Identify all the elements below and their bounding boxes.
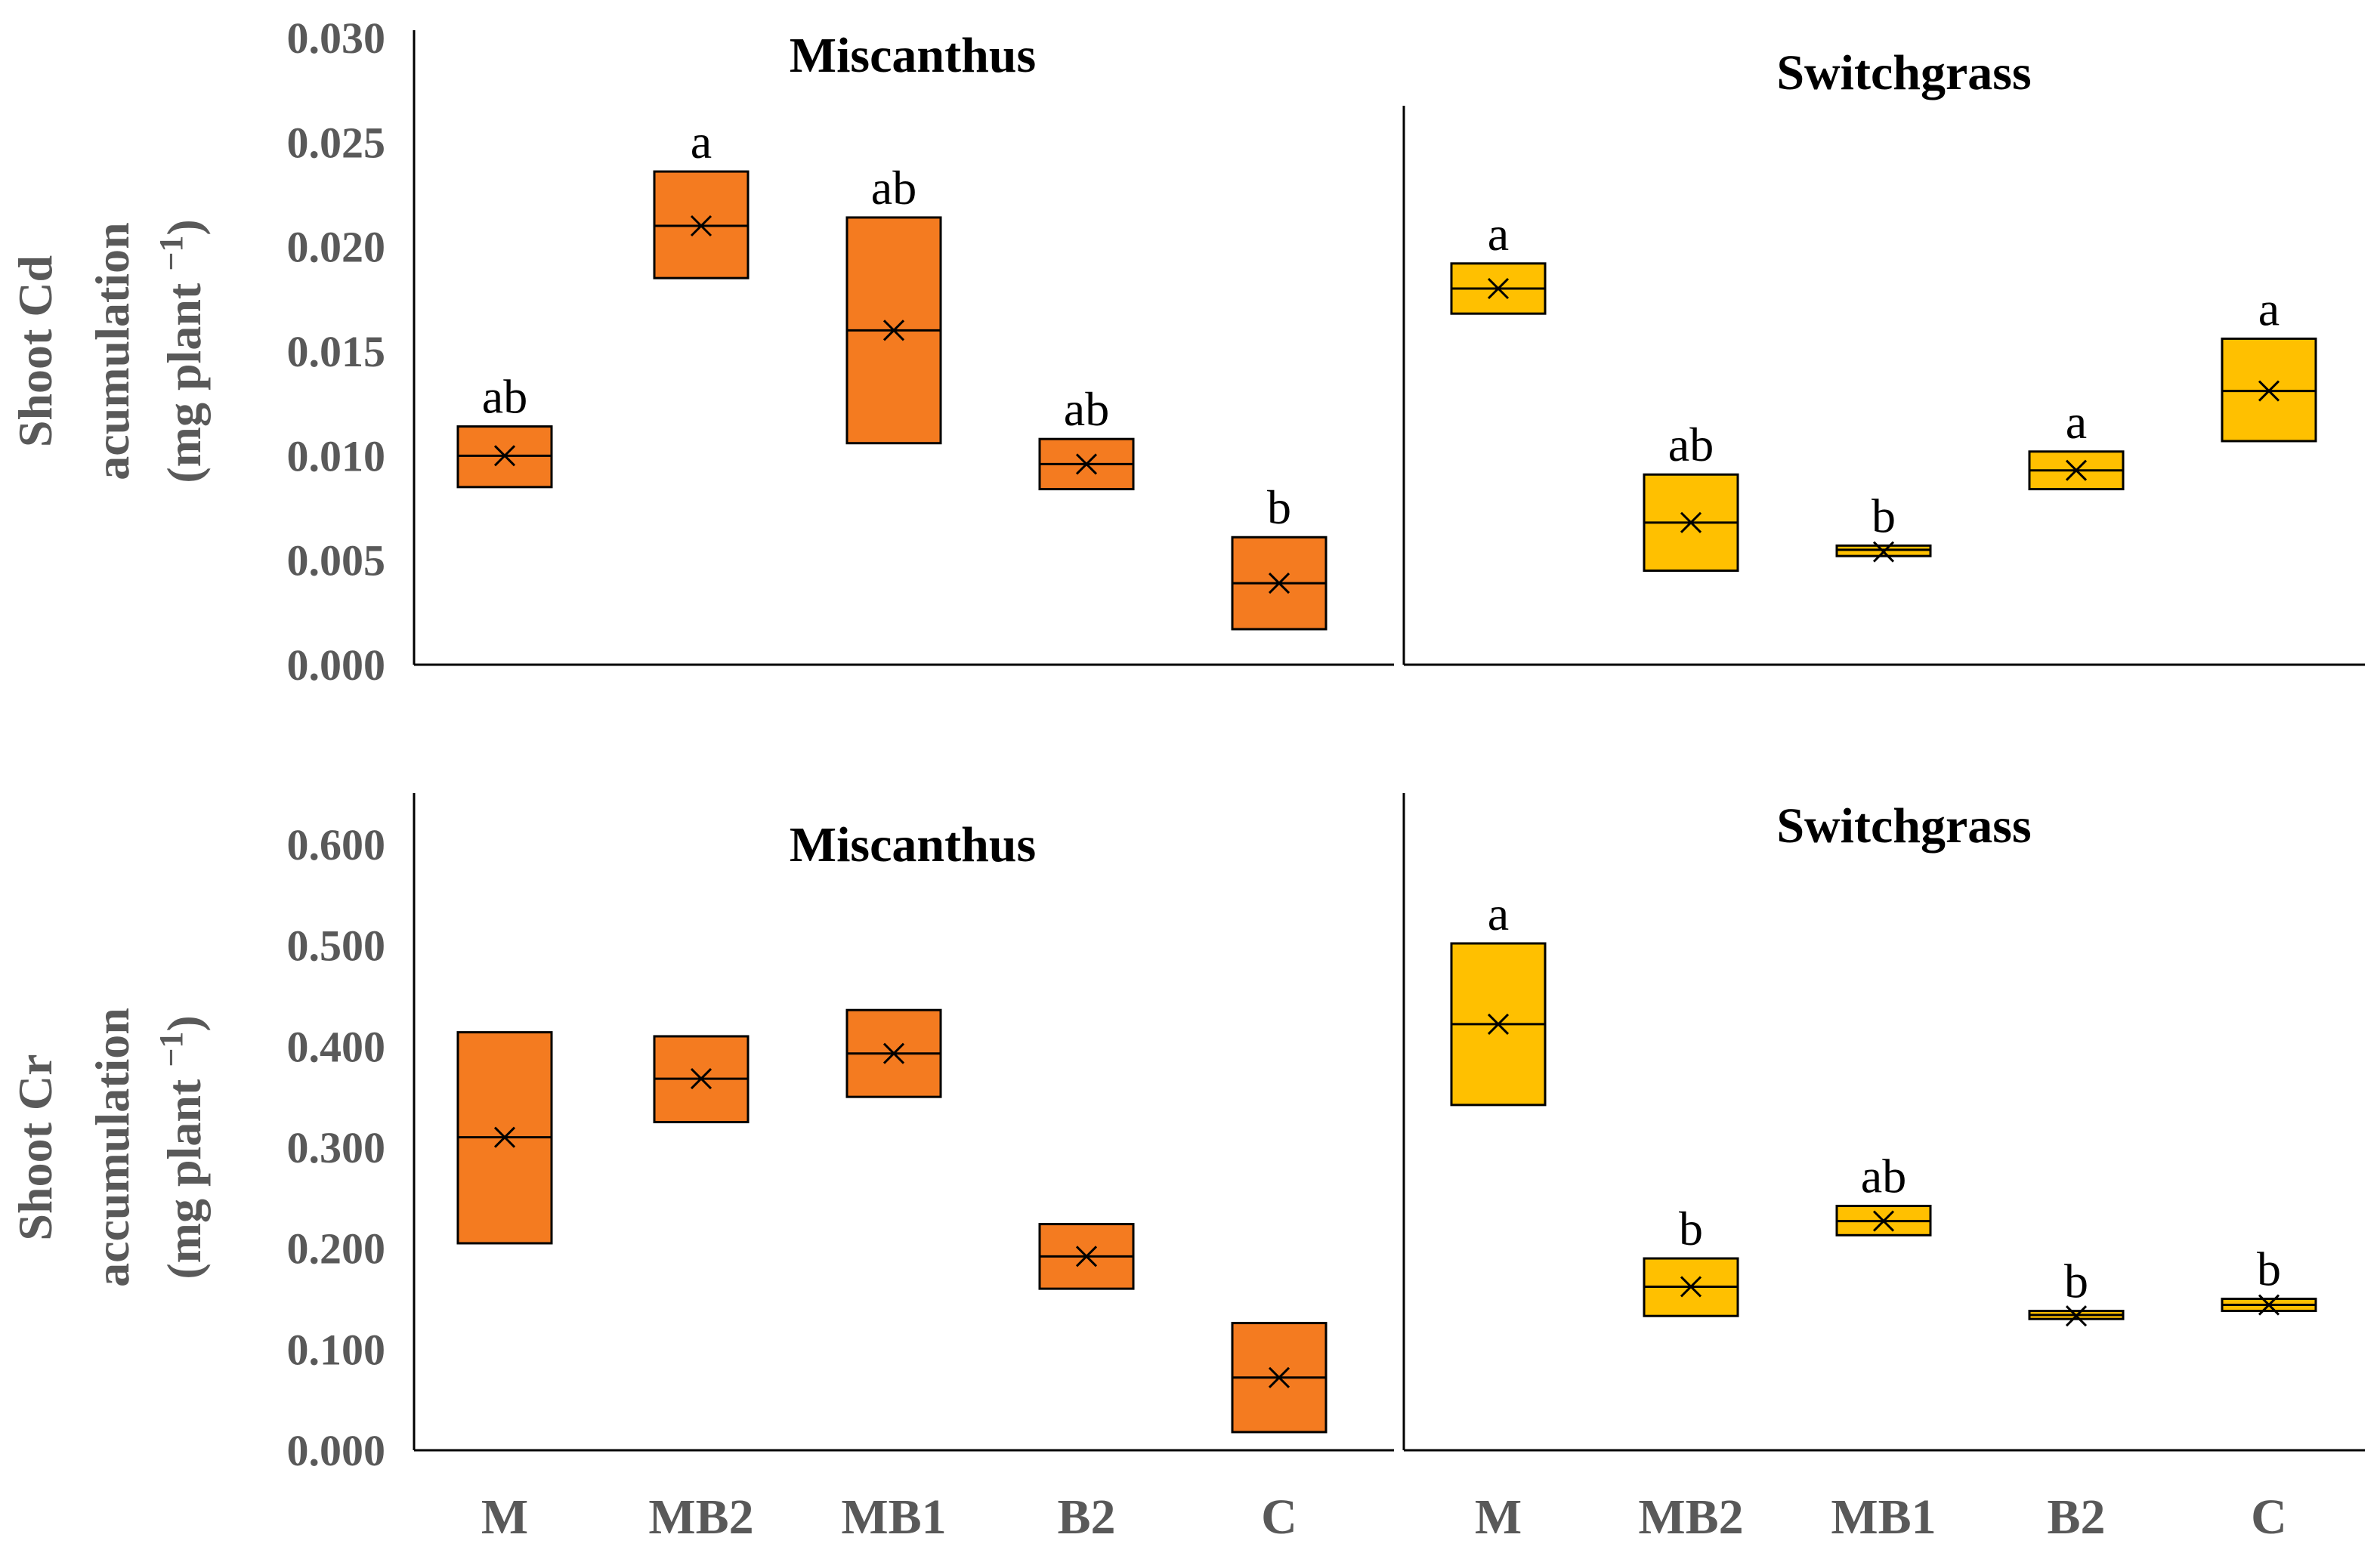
cd-miscanthus-title: Miscanthus — [790, 28, 1036, 83]
cr-switchgrass-mean-marker-MB2 — [1680, 1276, 1702, 1298]
mean-marker-stroke — [2258, 1294, 2280, 1316]
cr-ytick-label: 0.600 — [287, 820, 386, 869]
mean-marker-stroke — [1872, 541, 1895, 563]
cd-switchgrass-sig-letter-MB1: b — [1872, 489, 1896, 542]
cr-miscanthus-xtick-label: C — [1261, 1490, 1297, 1545]
cd-miscanthus-mean-marker-MB2 — [690, 215, 712, 237]
mean-marker-stroke — [1680, 511, 1702, 533]
mean-marker-stroke — [1872, 1210, 1895, 1232]
cd-ytick-label: 0.000 — [287, 641, 386, 690]
cr-miscanthus-title: Miscanthus — [790, 817, 1036, 872]
mean-marker-stroke — [2065, 459, 2088, 481]
cr-switchgrass-xtick-label: MB2 — [1638, 1490, 1743, 1545]
cd-miscanthus-sig-letter-M: ab — [482, 370, 527, 424]
mean-marker-stroke — [2065, 1305, 2088, 1327]
cr-miscanthus-xtick-label: MB2 — [648, 1490, 753, 1545]
cr-ylabel-unit: (mg plant — [157, 1067, 211, 1280]
cr-switchgrass-xtick-label: MB1 — [1831, 1490, 1936, 1545]
cd-ylabel-exponent: −1 — [153, 236, 190, 271]
cd-ytick-label: 0.015 — [287, 327, 386, 376]
mean-marker-stroke — [1268, 573, 1290, 594]
cr-miscanthus-xtick-label: MB1 — [841, 1490, 946, 1545]
cr-ytick-label: 0.200 — [287, 1224, 386, 1274]
cr-ylabel-exponent: −1 — [153, 1032, 190, 1067]
cd-switchgrass-title: Switchgrass — [1776, 45, 2031, 100]
mean-marker-stroke — [2258, 380, 2280, 402]
cd-switchgrass-mean-marker-MB2 — [1680, 511, 1702, 533]
cd-switchgrass-sig-letter-C: a — [2258, 282, 2280, 335]
cr-switchgrass-xtick-label: M — [1475, 1490, 1522, 1545]
mean-marker-stroke — [493, 445, 516, 467]
cr-switchgrass-title: Switchgrass — [1776, 798, 2031, 854]
cd-ylabel-close: ) — [157, 219, 211, 235]
cd-miscanthus-sig-letter-B2: ab — [1064, 382, 1109, 436]
mean-marker-stroke — [1075, 453, 1098, 475]
cd-miscanthus-mean-marker-C — [1268, 573, 1290, 594]
cd-switchgrass-sig-letter-B2: a — [2066, 395, 2087, 449]
cd-ytick-label: 0.030 — [287, 14, 386, 63]
cr-ytick-label: 0.300 — [287, 1123, 386, 1172]
cd-switchgrass-sig-letter-M: a — [1488, 207, 1509, 261]
cd-miscanthus-mean-marker-B2 — [1075, 453, 1098, 475]
cd-ytick-label: 0.005 — [287, 536, 386, 585]
cr-switchgrass-xtick-label: C — [2251, 1490, 2287, 1545]
mean-marker-stroke — [882, 320, 905, 341]
cd-ylabel-line3: (mg plant −1) — [153, 219, 211, 483]
mean-marker-stroke — [1487, 1013, 1510, 1035]
cd-switchgrass-mean-marker-B2 — [2065, 459, 2088, 481]
cr-switchgrass-mean-marker-M — [1487, 1013, 1510, 1035]
mean-marker-stroke — [1075, 1246, 1098, 1267]
cr-ylabel-close: ) — [157, 1015, 211, 1031]
cd-ylabel-unit: (mg plant — [157, 271, 211, 483]
cd-ytick-label: 0.020 — [287, 223, 386, 272]
cd-switchgrass-mean-marker-MB1 — [1872, 541, 1895, 563]
cr-switchgrass-sig-letter-C: b — [2257, 1243, 2281, 1296]
cd-ytick-label: 0.025 — [287, 118, 386, 167]
cd-miscanthus-mean-marker-M — [493, 445, 516, 467]
cd-miscanthus-sig-letter-C: b — [1267, 480, 1291, 534]
mean-marker-stroke — [1487, 277, 1510, 300]
cr-ytick-label: 0.500 — [287, 922, 386, 971]
cr-miscanthus-mean-marker-M — [493, 1126, 516, 1148]
cd-switchgrass-sig-letter-MB2: ab — [1668, 418, 1714, 471]
cr-ylabel-line1: Shoot Cr — [8, 1054, 62, 1240]
cr-ylabel-line3: (mg plant −1) — [153, 1015, 211, 1279]
mean-marker-stroke — [1268, 1366, 1290, 1388]
cd-ylabel-line2: acumulation — [85, 222, 139, 480]
cd-ytick-label: 0.010 — [287, 431, 386, 480]
marks-layer — [456, 170, 2317, 1434]
mean-marker-stroke — [493, 1126, 516, 1148]
cd-miscanthus-mean-marker-MB1 — [882, 320, 905, 341]
cr-switchgrass-sig-letter-M: a — [1488, 887, 1509, 940]
cd-miscanthus-sig-letter-MB1: ab — [871, 161, 916, 215]
mean-marker-stroke — [690, 215, 712, 237]
cr-miscanthus-mean-marker-B2 — [1075, 1246, 1098, 1267]
mean-marker-stroke — [1680, 1276, 1702, 1298]
cd-ylabel-line1: Shoot Cd — [8, 255, 62, 447]
cr-switchgrass-mean-marker-B2 — [2065, 1305, 2088, 1327]
cr-ytick-label: 0.000 — [287, 1426, 386, 1475]
mean-marker-stroke — [882, 1042, 905, 1064]
cd-miscanthus-sig-letter-MB2: a — [691, 115, 712, 168]
cr-switchgrass-mean-marker-MB1 — [1872, 1210, 1895, 1232]
cr-switchgrass-xtick-label: B2 — [2047, 1490, 2105, 1545]
cr-miscanthus-xtick-label: B2 — [1057, 1490, 1115, 1545]
cr-ylabel-line2: accumulation — [85, 1008, 139, 1287]
cr-ytick-label: 0.100 — [287, 1325, 386, 1374]
cr-switchgrass-mean-marker-C — [2258, 1294, 2280, 1316]
cr-miscanthus-xtick-label: M — [481, 1490, 528, 1545]
cr-miscanthus-mean-marker-MB1 — [882, 1042, 905, 1064]
cr-switchgrass-sig-letter-MB1: ab — [1861, 1150, 1906, 1203]
axes-layer — [413, 30, 2365, 1452]
cr-miscanthus-mean-marker-MB2 — [690, 1068, 712, 1090]
cd-switchgrass-mean-marker-C — [2258, 380, 2280, 402]
mean-marker-stroke — [690, 1068, 712, 1090]
cr-miscanthus-mean-marker-C — [1268, 1366, 1290, 1388]
cr-ytick-label: 0.400 — [287, 1022, 386, 1071]
cd-switchgrass-mean-marker-M — [1487, 277, 1510, 300]
cr-switchgrass-sig-letter-B2: b — [2064, 1255, 2088, 1308]
text-layer: 0.000 0.005 0.010 0.015 0.020 0.025 0.030 Shoot… — [8, 14, 2287, 1545]
cr-switchgrass-sig-letter-MB2: b — [1679, 1202, 1703, 1255]
